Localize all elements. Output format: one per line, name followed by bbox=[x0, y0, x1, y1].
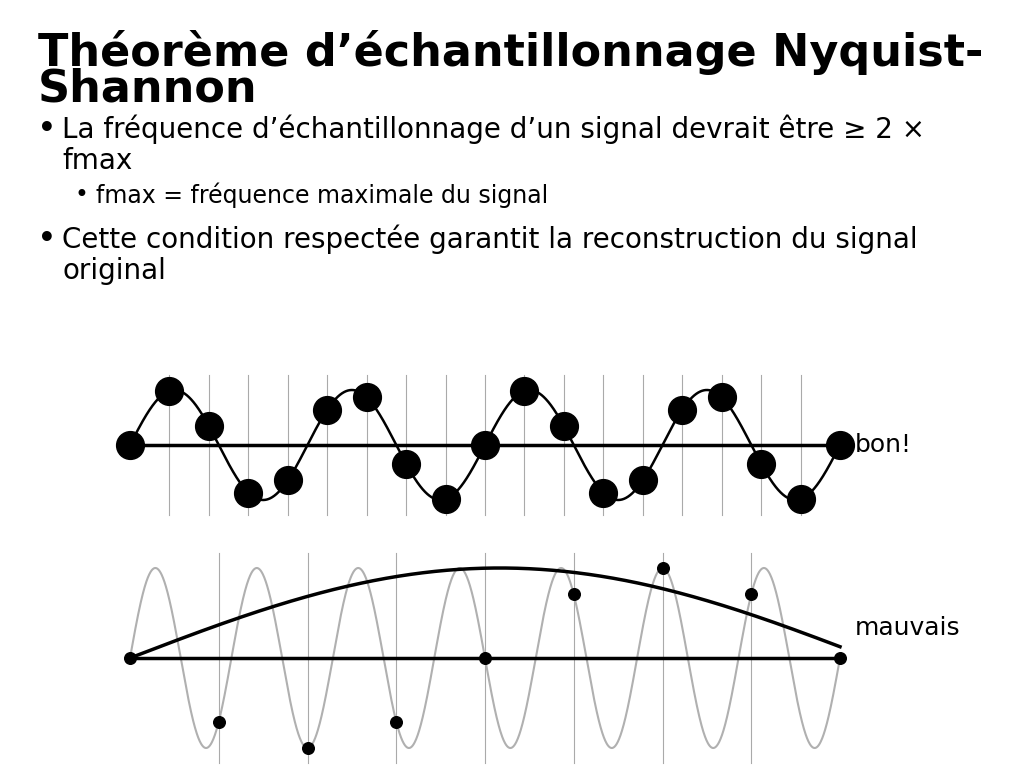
Point bbox=[388, 716, 404, 728]
Point bbox=[161, 385, 177, 397]
Point bbox=[122, 652, 138, 664]
Text: •: • bbox=[38, 115, 55, 143]
Point bbox=[565, 588, 582, 601]
Point bbox=[831, 652, 848, 664]
Text: Cette condition respectée garantit la reconstruction du signal: Cette condition respectée garantit la re… bbox=[62, 225, 918, 254]
Point bbox=[793, 493, 809, 505]
Point bbox=[674, 403, 690, 415]
Point bbox=[556, 420, 572, 432]
Point bbox=[635, 474, 651, 486]
Point bbox=[477, 652, 494, 664]
Text: La fréquence d’échantillonnage d’un signal devrait être ≥ 2 ×: La fréquence d’échantillonnage d’un sign… bbox=[62, 115, 925, 144]
Point bbox=[398, 458, 415, 470]
Text: original: original bbox=[62, 257, 166, 285]
Point bbox=[516, 385, 532, 397]
Point bbox=[211, 716, 227, 728]
Point bbox=[280, 474, 296, 486]
Text: bon!: bon! bbox=[855, 433, 912, 457]
Point bbox=[654, 562, 671, 574]
Point bbox=[595, 486, 611, 498]
Text: fmax: fmax bbox=[62, 147, 132, 175]
Text: Théorème d’échantillonnage Nyquist-: Théorème d’échantillonnage Nyquist- bbox=[38, 30, 983, 75]
Point bbox=[299, 742, 315, 754]
Point bbox=[201, 420, 217, 432]
Point bbox=[241, 486, 257, 498]
Text: •: • bbox=[38, 225, 55, 253]
Point bbox=[122, 439, 138, 451]
Text: mauvais: mauvais bbox=[855, 616, 961, 640]
Point bbox=[319, 403, 336, 415]
Point bbox=[743, 588, 760, 601]
Point bbox=[753, 458, 769, 470]
Point bbox=[437, 493, 454, 505]
Point bbox=[831, 439, 848, 451]
Point bbox=[714, 391, 730, 403]
Text: •: • bbox=[75, 183, 89, 207]
Text: fmax = fréquence maximale du signal: fmax = fréquence maximale du signal bbox=[96, 183, 548, 208]
Text: Shannon: Shannon bbox=[38, 68, 258, 111]
Point bbox=[358, 391, 375, 403]
Point bbox=[477, 439, 494, 451]
